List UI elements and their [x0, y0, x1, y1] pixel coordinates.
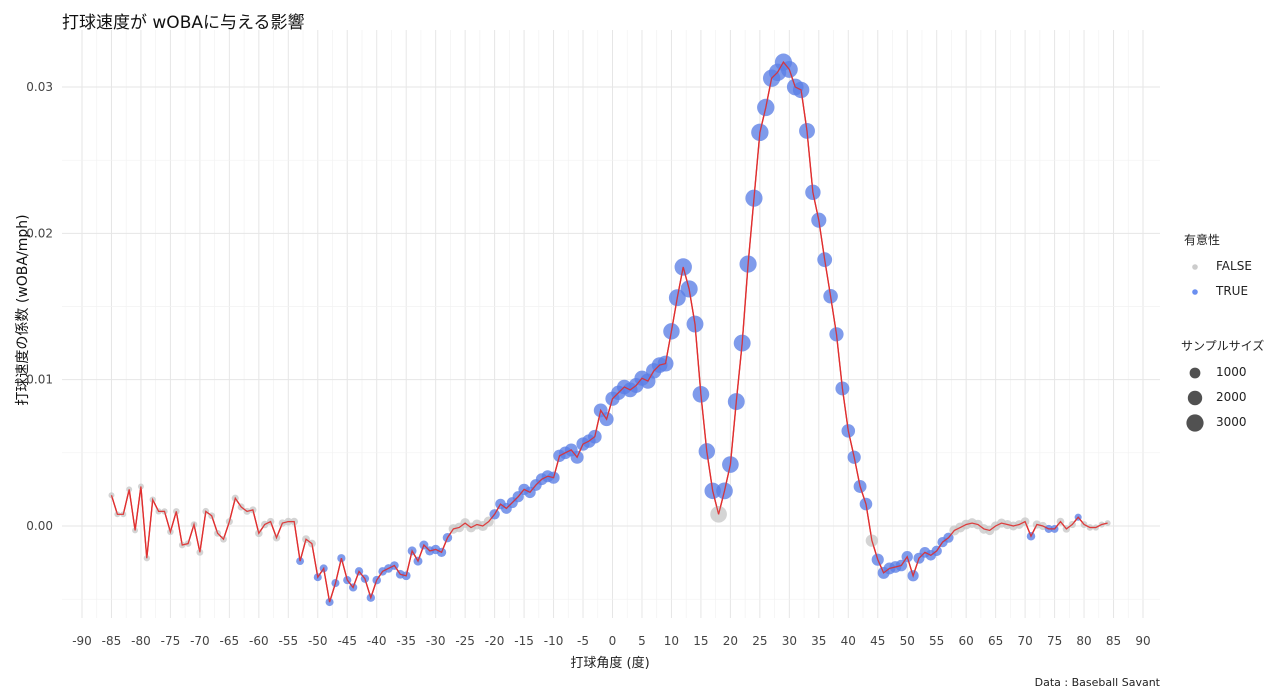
x-tick-label: 15	[693, 634, 708, 648]
x-tick-label: 10	[664, 634, 679, 648]
x-tick-label: 0	[609, 634, 617, 648]
x-tick-label: 70	[1017, 634, 1032, 648]
legend-size-label-1000: 1000	[1216, 365, 1247, 379]
x-tick-label: 50	[900, 634, 915, 648]
x-tick-label: -30	[426, 634, 446, 648]
x-tick-label: 40	[841, 634, 856, 648]
x-tick-label: -10	[544, 634, 564, 648]
y-axis-label: 打球速度の係数 (wOBA/mph)	[15, 214, 31, 406]
legend-key-false	[1192, 264, 1198, 270]
tick-label-layer: -90 -85 -80 -75 -70 -65 -60 -55 -50 -45 -40 -35 -30-…	[26, 80, 1150, 648]
legend-label-true: TRUE	[1216, 284, 1249, 298]
legend-sample-size-title: サンプルサイズ	[1181, 339, 1265, 353]
x-tick-label: 55	[929, 634, 944, 648]
x-tick-label: -45	[337, 634, 357, 648]
legend-size-label-2000: 2000	[1216, 390, 1247, 404]
legend-significance-title: 有意性	[1184, 233, 1221, 247]
y-tick-label: 0.00	[26, 519, 53, 533]
chart-title: 打球速度が wOBAに与える影響	[62, 13, 305, 33]
x-tick-label: -40	[367, 634, 387, 648]
x-tick-label: -65	[220, 634, 240, 648]
x-tick-label: -15	[514, 634, 534, 648]
x-tick-label: -70	[190, 634, 210, 648]
x-tick-label: -50	[308, 634, 328, 648]
x-tick-label: -85	[102, 634, 122, 648]
x-tick-label: 25	[752, 634, 767, 648]
x-tick-label: -25	[455, 634, 475, 648]
data-source-caption: Data : Baseball Savant	[1034, 676, 1160, 689]
x-tick-label: 75	[1047, 634, 1062, 648]
legend-label-false: FALSE	[1216, 259, 1252, 273]
x-tick-label: 5	[638, 634, 646, 648]
legend-size-label-3000: 3000	[1216, 415, 1247, 429]
x-tick-label: -75	[161, 634, 181, 648]
x-tick-label: -90	[72, 634, 92, 648]
x-axis-label: 打球角度 (度)	[570, 656, 650, 671]
x-tick-label: 80	[1076, 634, 1091, 648]
x-tick-label: 90	[1135, 634, 1150, 648]
y-tick-label: 0.01	[26, 373, 53, 387]
x-tick-label: 35	[811, 634, 826, 648]
x-tick-label: 85	[1106, 634, 1121, 648]
legend-key-true	[1192, 289, 1198, 295]
grid-layer	[62, 30, 1160, 618]
x-tick-label: 65	[988, 634, 1003, 648]
series-line-overlay	[110, 61, 1108, 603]
x-tick-label: -80	[131, 634, 151, 648]
x-tick-label: 60	[959, 634, 974, 648]
legend-size-key	[1187, 390, 1203, 406]
legend-size-key	[1186, 414, 1204, 432]
y-tick-label: 0.03	[26, 80, 53, 94]
points-layer	[108, 53, 1111, 607]
x-tick-label: 30	[782, 634, 797, 648]
legend-size-key	[1189, 367, 1201, 379]
x-tick-label: -55	[279, 634, 299, 648]
x-tick-label: -20	[485, 634, 505, 648]
data-point	[1104, 520, 1111, 527]
x-tick-label: -35	[396, 634, 416, 648]
x-tick-label: 20	[723, 634, 738, 648]
y-tick-label: 0.02	[26, 226, 53, 240]
x-tick-label: -5	[577, 634, 589, 648]
data-point	[108, 492, 115, 499]
legend-layer	[1186, 264, 1204, 432]
x-tick-label: 45	[870, 634, 885, 648]
x-tick-label: -60	[249, 634, 269, 648]
